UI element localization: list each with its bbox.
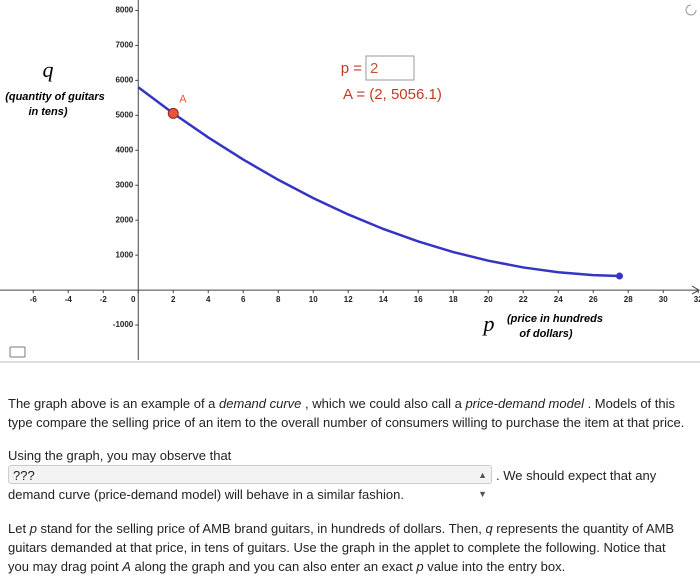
y-tick-label: 3000	[115, 180, 133, 189]
text: . We should expect that any	[496, 468, 657, 483]
input-label: p =	[341, 60, 363, 77]
text-run: Let	[8, 521, 30, 536]
y-tick-label: -1000	[113, 320, 134, 329]
text-run: price-demand model	[465, 396, 584, 411]
x-tick-label: 6	[241, 295, 246, 304]
x-tick-label: 24	[554, 295, 563, 304]
y-axis-note: (quantity of guitars	[5, 91, 105, 103]
y-tick-label: 8000	[115, 6, 133, 15]
x-tick-label: 32	[694, 295, 700, 304]
paragraph: The graph above is an example of a deman…	[8, 394, 693, 432]
text-run: , which we could also call a	[301, 396, 466, 411]
text-run: demand curve	[219, 396, 302, 411]
point[interactable]	[167, 107, 179, 119]
x-tick-label: 4	[206, 295, 211, 304]
x-axis-note: (price in hundreds	[507, 313, 603, 325]
x-tick-label: 16	[414, 295, 423, 304]
x-tick-label: 10	[309, 295, 318, 304]
x-tick-label: 0	[131, 295, 136, 304]
y-axis-label: q	[43, 57, 54, 82]
y-tick-label: 1000	[115, 250, 133, 259]
x-tick-label: 20	[484, 295, 493, 304]
dropdown-value: ???	[13, 468, 35, 483]
x-axis-arrow	[691, 285, 700, 295]
text-run: stand for the selling price of AMB brand…	[36, 521, 486, 536]
x-tick-label: 12	[344, 295, 353, 304]
text-run: . Models of this type compare the sellin…	[8, 396, 685, 430]
reset-icon[interactable]	[685, 4, 697, 16]
dropdown-arrow: ▲ ▼	[478, 470, 487, 499]
y-tick-label: 5000	[115, 110, 133, 119]
text-run: p	[416, 559, 424, 574]
input-box[interactable]	[365, 55, 415, 81]
text-run: along the graph and you can also enter a…	[130, 559, 417, 574]
keyboard-icon[interactable]	[9, 346, 26, 358]
x-tick-label: -2	[100, 295, 108, 304]
end-point	[616, 272, 623, 280]
text: Using the graph, you may observe that	[8, 448, 232, 463]
point-label: A	[179, 93, 187, 105]
x-tick-label: -4	[65, 295, 73, 304]
x-tick-label: 26	[589, 295, 598, 304]
x-axis-label: p	[482, 311, 495, 336]
y-tick-label: 2000	[115, 215, 133, 224]
text-run: p	[29, 521, 37, 536]
y-tick-label: 6000	[115, 75, 133, 84]
y-tick-label: 7000	[115, 41, 133, 50]
applet[interactable]: q (quantity of guitars in tens) p (price…	[0, 0, 700, 364]
text-run: represents the quantity of AMB guitars d…	[8, 521, 675, 574]
text-run: The graph above is an example of a	[8, 396, 220, 411]
paragraph: Let p stand for the selling price of AMB…	[8, 519, 688, 576]
text: demand curve (price-demand model) will b…	[8, 487, 404, 502]
y-axis-note: in tens)	[28, 106, 67, 118]
x-axis-note: of dollars)	[519, 328, 573, 340]
input-value[interactable]: 2	[370, 60, 378, 77]
readout: A = (2, 5056.1)	[343, 86, 442, 103]
text-run: q	[485, 521, 493, 536]
x-tick-label: 18	[449, 295, 458, 304]
x-tick-label: -6	[30, 295, 38, 304]
x-tick-label: 8	[276, 295, 281, 304]
x-tick-label: 22	[519, 295, 528, 304]
x-tick-label: 30	[659, 295, 668, 304]
x-tick-label: 14	[379, 295, 388, 304]
text-run: A	[122, 559, 131, 574]
text-run: value into the entry box.	[423, 559, 566, 574]
y-tick-label: 4000	[115, 145, 133, 154]
demand-curve	[137, 86, 620, 278]
x-tick-label: 28	[624, 295, 633, 304]
x-tick-label: 2	[171, 295, 176, 304]
dropdown[interactable]: ??? ▲ ▼	[8, 465, 492, 499]
